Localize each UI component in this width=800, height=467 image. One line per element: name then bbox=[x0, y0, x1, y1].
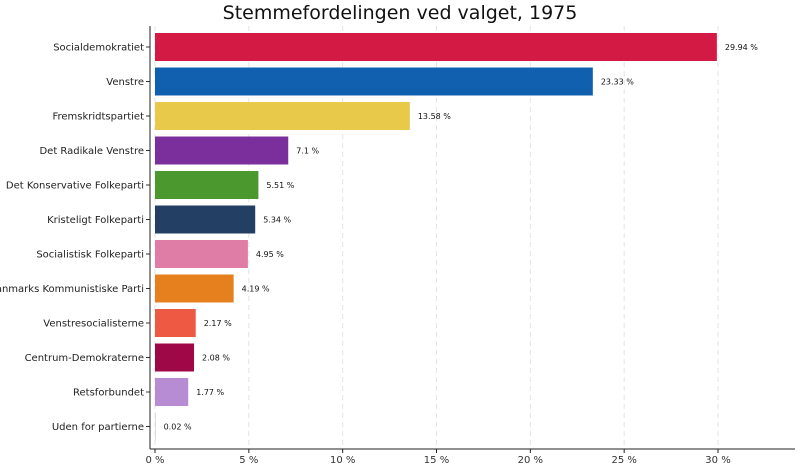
chart-title: Stemmefordelingen ved valget, 1975 bbox=[222, 2, 578, 24]
category-label-10: Retsforbundet bbox=[73, 388, 144, 399]
data-label-9: 2.08 % bbox=[202, 354, 230, 363]
bar-3 bbox=[155, 136, 289, 165]
bar-4 bbox=[155, 171, 259, 199]
x-tick-label-3: 15 % bbox=[424, 455, 449, 466]
data-label-7: 4.19 % bbox=[242, 285, 270, 294]
x-tick-label-0: 0 % bbox=[145, 455, 164, 466]
bar-11 bbox=[155, 412, 156, 441]
category-label-4: Det Konservative Folkeparti bbox=[6, 181, 144, 192]
data-label-11: 0.02 % bbox=[164, 423, 192, 432]
data-label-5: 5.34 % bbox=[263, 216, 291, 225]
bar-2 bbox=[155, 102, 410, 130]
data-label-1: 23.33 % bbox=[601, 78, 634, 87]
category-label-7: Danmarks Kommunistiske Parti bbox=[0, 284, 144, 295]
data-label-3: 7.1 % bbox=[296, 147, 319, 156]
x-tick-label-5: 25 % bbox=[611, 455, 636, 466]
x-tick-label-4: 20 % bbox=[518, 455, 543, 466]
x-tick-label-2: 10 % bbox=[330, 455, 355, 466]
bar-10 bbox=[155, 378, 189, 406]
bar-8 bbox=[155, 309, 196, 337]
category-label-11: Uden for partierne bbox=[52, 422, 144, 433]
category-label-8: Venstresocialisterne bbox=[43, 319, 144, 330]
data-label-0: 29.94 % bbox=[725, 43, 758, 52]
x-tick-label-1: 5 % bbox=[239, 455, 258, 466]
category-label-6: Socialistisk Folkeparti bbox=[36, 250, 144, 261]
category-label-9: Centrum-Demokraterne bbox=[25, 353, 144, 364]
category-label-2: Fremskridtspartiet bbox=[52, 112, 144, 123]
bar-5 bbox=[155, 205, 256, 234]
data-label-6: 4.95 % bbox=[256, 250, 284, 259]
category-label-3: Det Radikale Venstre bbox=[39, 146, 144, 157]
data-label-2: 13.58 % bbox=[418, 112, 451, 121]
bar-0 bbox=[155, 33, 717, 61]
bar-1 bbox=[155, 67, 593, 96]
category-label-0: Socialdemokratiet bbox=[53, 43, 144, 54]
data-label-4: 5.51 % bbox=[266, 181, 294, 190]
bar-9 bbox=[155, 343, 195, 372]
data-label-10: 1.77 % bbox=[196, 388, 224, 397]
data-label-8: 2.17 % bbox=[204, 319, 232, 328]
bar-6 bbox=[155, 240, 248, 268]
category-label-1: Venstre bbox=[106, 77, 144, 88]
x-tick-label-6: 30 % bbox=[705, 455, 730, 466]
bar-7 bbox=[155, 274, 234, 303]
category-label-5: Kristeligt Folkeparti bbox=[47, 215, 144, 226]
